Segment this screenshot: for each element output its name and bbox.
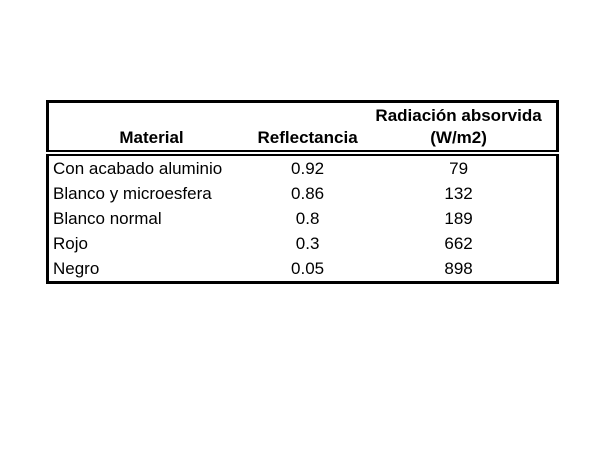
column-header-radiacion: Radiación absorvida (W/m2): [361, 101, 558, 156]
radiation-cell: 189: [444, 209, 473, 228]
material-cell: Blanco normal: [53, 209, 162, 228]
table-body: Con acabado aluminio 0.92 79 Blanco y mi…: [48, 153, 558, 283]
table-header-row: Material Reflectancia Radiación absorvid…: [47, 101, 558, 156]
column-header-radiacion-line1: Radiación absorvida: [375, 106, 542, 125]
table-row: Negro 0.05 898: [48, 256, 558, 283]
reflectance-table: Material Reflectancia Radiación absorvid…: [46, 100, 559, 284]
reflectance-cell: 0.05: [291, 259, 325, 278]
table-row: Blanco y microesfera 0.86 132: [48, 181, 558, 206]
radiation-cell: 662: [444, 234, 473, 253]
radiation-cell: 132: [444, 184, 473, 203]
reflectance-cell: 0.8: [295, 209, 320, 228]
table-row: Blanco normal 0.8 189: [48, 206, 558, 231]
column-header-reflectancia: Reflectancia: [254, 101, 362, 156]
material-cell: Negro: [53, 259, 100, 278]
table-row: Rojo 0.3 662: [48, 231, 558, 256]
reflectance-cell: 0.86: [291, 184, 325, 203]
radiation-cell: 898: [444, 259, 473, 278]
table-row: Con acabado aluminio 0.92 79: [48, 153, 558, 181]
radiation-cell: 79: [449, 159, 469, 178]
reflectance-cell: 0.92: [291, 159, 325, 178]
column-header-material: Material: [47, 101, 255, 156]
material-cell: Blanco y microesfera: [53, 184, 212, 203]
reflectance-cell: 0.3: [295, 234, 320, 253]
material-cell: Rojo: [53, 234, 88, 253]
column-header-radiacion-line2: (W/m2): [430, 128, 487, 147]
material-cell: Con acabado aluminio: [53, 159, 223, 178]
